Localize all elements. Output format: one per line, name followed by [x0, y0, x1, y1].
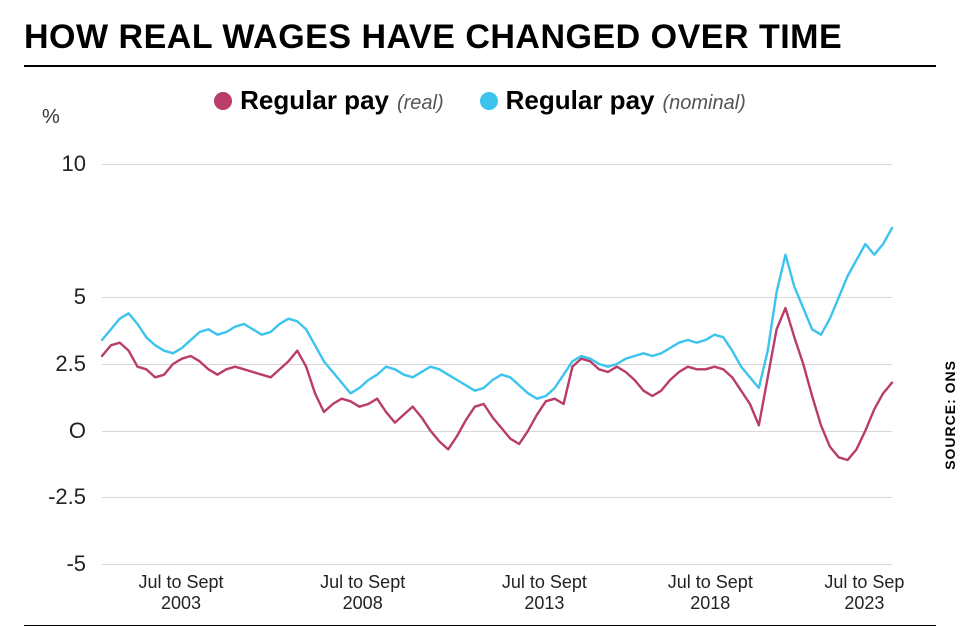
y-tick-label: -5	[66, 551, 86, 577]
legend-label: Regular pay	[506, 85, 655, 116]
y-tick-label: 5	[74, 284, 86, 310]
chart-title: HOW REAL WAGES HAVE CHANGED OVER TIME	[24, 18, 936, 57]
x-tick-label: Jul to Sept2008	[320, 572, 405, 613]
legend-label: Regular pay	[240, 85, 389, 116]
legend-dot-icon	[214, 92, 232, 110]
source-label: SOURCE: ONS	[942, 360, 958, 470]
series-line-real	[102, 308, 892, 460]
y-tick-label: 2.5	[55, 351, 86, 377]
y-tick-label: -2.5	[48, 484, 86, 510]
x-tick-label: Jul to Sep2023	[824, 572, 904, 613]
x-tick-label: Jul to Sept2013	[502, 572, 587, 613]
legend: Regular pay (real) Regular pay (nominal)	[24, 85, 936, 116]
x-tick-label: Jul to Sept2018	[668, 572, 753, 613]
title-underline	[24, 65, 936, 67]
gridline	[102, 564, 892, 565]
y-axis-labels: -5-2.5O2.5510	[24, 164, 94, 564]
legend-item: Regular pay (real)	[214, 85, 444, 116]
y-tick-label: 10	[62, 151, 86, 177]
x-tick-label: Jul to Sept2003	[138, 572, 223, 613]
line-series-svg	[102, 164, 892, 564]
legend-item: Regular pay (nominal)	[480, 85, 746, 116]
chart-area: -5-2.5O2.5510 Jul to Sept2003Jul to Sept…	[24, 164, 936, 564]
y-axis-unit: %	[42, 106, 60, 129]
legend-dot-icon	[480, 92, 498, 110]
legend-sublabel: (nominal)	[662, 92, 745, 115]
legend-sublabel: (real)	[397, 92, 444, 115]
y-tick-label: O	[69, 418, 86, 444]
plot-region	[102, 164, 892, 564]
bottom-rule	[24, 625, 936, 626]
x-axis-labels: Jul to Sept2003 Jul to Sept2008 Jul to Sep…	[102, 572, 892, 622]
